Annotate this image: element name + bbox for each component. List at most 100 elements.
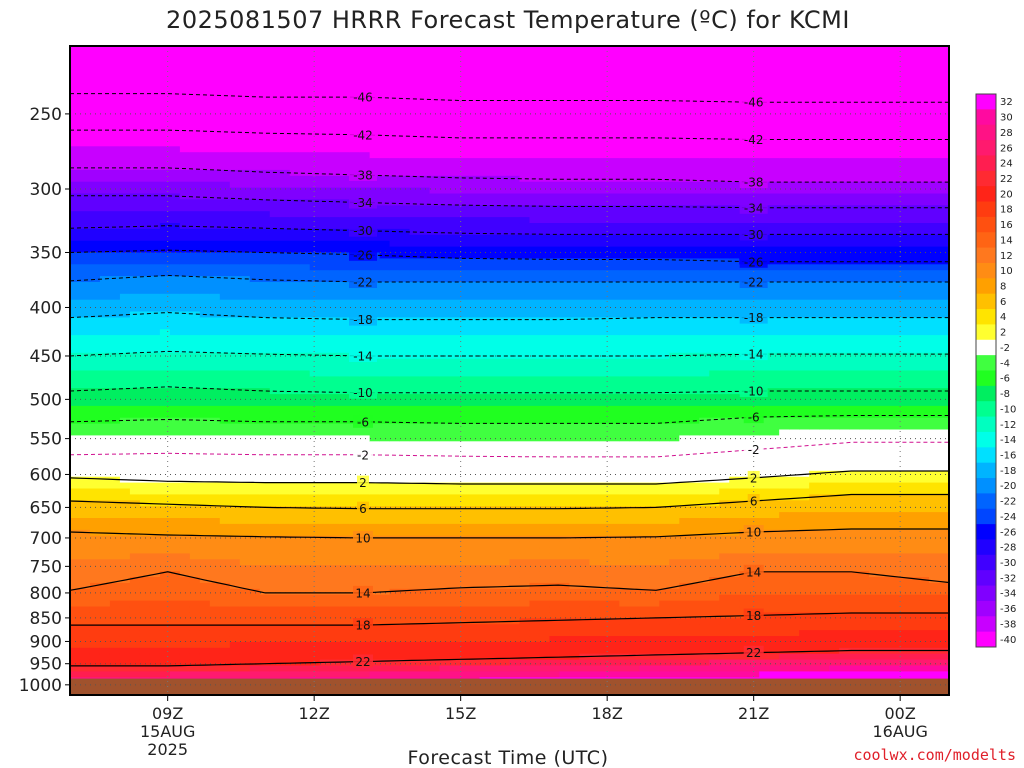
temperature-cell bbox=[269, 559, 281, 566]
temperature-cell bbox=[129, 594, 141, 602]
temperature-cell bbox=[70, 659, 81, 667]
temperature-cell bbox=[309, 199, 321, 206]
temperature-cell bbox=[419, 128, 431, 136]
temperature-cell bbox=[419, 264, 431, 271]
temperature-cell bbox=[449, 276, 461, 283]
temperature-cell bbox=[359, 335, 371, 342]
temperature-cell bbox=[189, 311, 201, 318]
temperature-cell bbox=[79, 476, 91, 484]
temperature-cell bbox=[499, 122, 511, 130]
temperature-cell bbox=[239, 618, 251, 625]
temperature-cell bbox=[269, 459, 281, 466]
temperature-cell bbox=[499, 264, 511, 271]
temperature-cell bbox=[349, 370, 361, 377]
temperature-cell bbox=[129, 205, 141, 212]
temperature-cell bbox=[189, 388, 201, 395]
temperature-cell bbox=[269, 464, 281, 472]
temperature-cell bbox=[349, 258, 361, 265]
temperature-cell bbox=[229, 653, 241, 661]
temperature-cell bbox=[229, 158, 241, 165]
temperature-cell bbox=[209, 417, 221, 425]
temperature-cell bbox=[339, 476, 351, 484]
temperature-cell bbox=[309, 258, 321, 265]
temperature-cell bbox=[399, 624, 411, 631]
temperature-cell bbox=[249, 105, 261, 112]
temperature-cell bbox=[159, 223, 171, 230]
temperature-cell bbox=[419, 81, 431, 88]
temperature-cell bbox=[449, 506, 461, 513]
temperature-cell bbox=[159, 541, 171, 549]
temperature-cell bbox=[289, 518, 301, 525]
temperature-cell bbox=[479, 376, 491, 383]
temperature-cell bbox=[209, 464, 221, 472]
temperature-cell bbox=[279, 624, 291, 631]
temperature-cell bbox=[239, 506, 251, 513]
temperature-cell bbox=[429, 317, 441, 324]
temperature-cell bbox=[419, 99, 431, 106]
temperature-cell bbox=[299, 612, 311, 619]
temperature-cell bbox=[349, 146, 361, 153]
temperature-cell bbox=[129, 423, 141, 431]
temperature-cell bbox=[499, 541, 511, 549]
temperature-cell bbox=[89, 258, 101, 265]
temperature-cell bbox=[379, 417, 391, 425]
temperature-cell bbox=[199, 618, 211, 625]
temperature-cell bbox=[149, 582, 161, 590]
temperature-cell bbox=[229, 464, 241, 472]
temperature-cell bbox=[379, 293, 391, 301]
temperature-cell bbox=[379, 606, 391, 613]
temperature-cell bbox=[169, 169, 181, 177]
temperature-cell bbox=[89, 624, 101, 631]
temperature-cell bbox=[249, 370, 261, 377]
temperature-cell bbox=[189, 128, 201, 136]
temperature-cell bbox=[409, 571, 421, 578]
temperature-cell bbox=[89, 488, 101, 495]
temperature-cell bbox=[459, 152, 471, 159]
temperature-cell bbox=[209, 500, 221, 507]
temperature-cell bbox=[519, 228, 531, 236]
temperature-cell bbox=[99, 264, 111, 271]
temperature-cell bbox=[359, 435, 371, 442]
temperature-cell bbox=[359, 57, 371, 65]
temperature-cell bbox=[479, 582, 491, 590]
temperature-cell bbox=[149, 653, 161, 661]
temperature-cell bbox=[309, 382, 321, 389]
temperature-cell bbox=[459, 258, 471, 265]
temperature-cell bbox=[239, 75, 251, 82]
temperature-cell bbox=[189, 618, 201, 625]
temperature-cell bbox=[489, 187, 501, 195]
temperature-cell bbox=[269, 447, 281, 454]
temperature-cell bbox=[179, 382, 191, 389]
temperature-cell bbox=[499, 87, 511, 94]
temperature-cell bbox=[249, 630, 261, 637]
temperature-cell bbox=[349, 441, 361, 448]
temperature-cell bbox=[229, 69, 241, 77]
temperature-cell bbox=[509, 588, 521, 596]
temperature-cell bbox=[459, 317, 471, 324]
temperature-cell bbox=[109, 376, 121, 383]
temperature-cell bbox=[199, 653, 211, 661]
temperature-cell bbox=[409, 323, 421, 330]
temperature-cell bbox=[409, 659, 421, 667]
temperature-cell bbox=[70, 382, 81, 389]
temperature-cell bbox=[79, 211, 91, 218]
temperature-cell bbox=[469, 140, 481, 147]
temperature-cell bbox=[249, 116, 261, 124]
temperature-cell bbox=[329, 51, 341, 59]
temperature-cell bbox=[179, 63, 191, 71]
temperature-cell bbox=[199, 671, 211, 678]
temperature-cell bbox=[359, 51, 371, 59]
temperature-cell bbox=[489, 423, 501, 431]
temperature-cell bbox=[109, 81, 121, 88]
temperature-cell bbox=[239, 488, 251, 495]
temperature-cell bbox=[279, 577, 291, 584]
temperature-cell bbox=[329, 417, 341, 425]
temperature-cell bbox=[109, 523, 121, 531]
temperature-cell bbox=[489, 57, 501, 65]
temperature-cell bbox=[199, 488, 211, 495]
temperature-cell bbox=[89, 317, 101, 324]
temperature-cell bbox=[99, 512, 111, 519]
temperature-cell bbox=[459, 641, 471, 649]
temperature-cell bbox=[109, 400, 121, 407]
temperature-cell bbox=[309, 571, 321, 578]
